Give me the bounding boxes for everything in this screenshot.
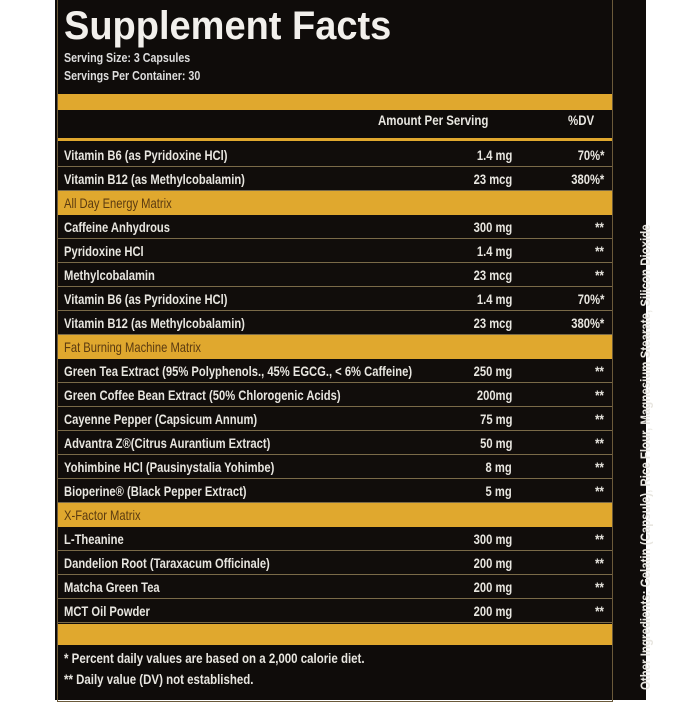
ingredient-dv: ** [595, 411, 604, 427]
ingredient-dv: ** [595, 459, 604, 475]
table-row: Methylcobalamin 23 mcg ** [58, 263, 612, 287]
table-row: Cayenne Pepper (Capsicum Annum) 75 mg ** [58, 407, 612, 431]
footnote-not-established: ** Daily value (DV) not established. [64, 671, 254, 687]
ingredient-name: Advantra Z®(Citrus Aurantium Extract) [64, 435, 271, 451]
ingredient-amount: 8 mg [485, 459, 512, 475]
ingredient-name: Vitamin B6 (as Pyridoxine HCl) [64, 147, 228, 163]
ingredient-name: Yohimbine HCl (Pausinystalia Yohimbe) [64, 459, 275, 475]
ingredient-amount: 1.4 mg [476, 147, 512, 163]
ingredient-dv: ** [595, 219, 604, 235]
table-row: Matcha Green Tea 200 mg ** [58, 575, 612, 599]
ingredient-amount: 300 mg [473, 219, 512, 235]
divider-bar-bottom [58, 624, 612, 645]
ingredient-dv: ** [595, 243, 604, 259]
ingredient-name: Dandelion Root (Taraxacum Officinale) [64, 555, 270, 571]
amount-header: Amount Per Serving [378, 112, 489, 128]
dv-header: %DV [568, 112, 595, 128]
header-rule [58, 138, 612, 141]
ingredient-dv: ** [595, 531, 604, 547]
ingredient-dv: 70%* [577, 291, 604, 307]
section-title: Fat Burning Machine Matrix [64, 339, 201, 355]
ingredient-name: MCT Oil Powder [64, 603, 150, 619]
ingredient-amount: 75 mg [479, 411, 512, 427]
ingredient-amount: 23 mcg [473, 267, 512, 283]
table-row: Green Tea Extract (95% Polyphenols., 45%… [58, 359, 612, 383]
table-row: Vitamin B6 (as Pyridoxine HCl) 1.4 mg 70%* [58, 287, 612, 311]
section-title: X-Factor Matrix [64, 507, 141, 523]
section-header: All Day Energy Matrix [58, 191, 612, 215]
page-title: Supplement Facts [64, 4, 392, 48]
table-row: Caffeine Anhydrous 300 mg ** [58, 215, 612, 239]
table-row: Green Coffee Bean Extract (50% Chlorogen… [58, 383, 612, 407]
ingredient-dv: ** [595, 483, 604, 499]
table-row: Pyridoxine HCl 1.4 mg ** [58, 239, 612, 263]
ingredient-amount: 200 mg [473, 579, 512, 595]
ingredient-name: Green Tea Extract (95% Polyphenols., 45%… [64, 363, 413, 379]
other-ingredients: Other Ingredients: Gelatin (Capsule), Ri… [637, 224, 653, 690]
ingredient-dv: 380%* [570, 171, 604, 187]
ingredient-name: Vitamin B12 (as Methylcobalamin) [64, 315, 245, 331]
ingredient-amount: 50 mg [479, 435, 512, 451]
ingredient-amount: 23 mcg [473, 171, 512, 187]
ingredient-amount: 250 mg [473, 363, 512, 379]
ingredient-name: Pyridoxine HCl [64, 243, 144, 259]
table-row: MCT Oil Powder 200 mg ** [58, 599, 612, 623]
ingredient-dv: ** [595, 387, 604, 403]
ingredient-dv: ** [595, 603, 604, 619]
divider-bar [58, 94, 612, 110]
table-row: Vitamin B12 (as Methylcobalamin) 23 mcg 38… [58, 311, 612, 335]
nutrient-table: Vitamin B6 (as Pyridoxine HCl) 1.4 mg 70%*… [58, 143, 612, 623]
ingredient-dv: 380%* [570, 315, 604, 331]
ingredient-amount: 1.4 mg [476, 243, 512, 259]
table-row: L-Theanine 300 mg ** [58, 527, 612, 551]
serving-size: Serving Size: 3 Capsules [64, 50, 191, 65]
ingredient-amount: 200mg [476, 387, 512, 403]
ingredient-dv: ** [595, 579, 604, 595]
ingredient-amount: 200 mg [473, 555, 512, 571]
table-row: Bioperine® (Black Pepper Extract) 5 mg ** [58, 479, 612, 503]
ingredient-amount: 200 mg [473, 603, 512, 619]
ingredient-dv: ** [595, 267, 604, 283]
ingredient-amount: 1.4 mg [476, 291, 512, 307]
ingredient-name: Vitamin B6 (as Pyridoxine HCl) [64, 291, 228, 307]
servings-per-container: Servings Per Container: 30 [64, 68, 201, 83]
table-row: Vitamin B6 (as Pyridoxine HCl) 1.4 mg 70%* [58, 143, 612, 167]
ingredient-name: Matcha Green Tea [64, 579, 160, 595]
ingredient-name: Methylcobalamin [64, 267, 155, 283]
ingredient-name: Vitamin B12 (as Methylcobalamin) [64, 171, 245, 187]
ingredient-amount: 5 mg [485, 483, 512, 499]
ingredient-name: Caffeine Anhydrous [64, 219, 170, 235]
table-row: Advantra Z®(Citrus Aurantium Extract) 50 … [58, 431, 612, 455]
table-row: Yohimbine HCl (Pausinystalia Yohimbe) 8 m… [58, 455, 612, 479]
section-header: X-Factor Matrix [58, 503, 612, 527]
ingredient-dv: ** [595, 363, 604, 379]
ingredient-dv: ** [595, 435, 604, 451]
ingredient-dv: ** [595, 555, 604, 571]
other-ingredients-strip: Other Ingredients: Gelatin (Capsule), Ri… [614, 0, 653, 700]
ingredient-name: Green Coffee Bean Extract (50% Chlorogen… [64, 387, 341, 403]
ingredient-name: L-Theanine [64, 531, 124, 547]
section-title: All Day Energy Matrix [64, 195, 172, 211]
footnote-dv: * Percent daily values are based on a 2,… [64, 650, 365, 666]
table-row: Dandelion Root (Taraxacum Officinale) 200… [58, 551, 612, 575]
ingredient-dv: 70%* [577, 147, 604, 163]
table-row: Vitamin B12 (as Methylcobalamin) 23 mcg 38… [58, 167, 612, 191]
ingredient-name: Bioperine® (Black Pepper Extract) [64, 483, 247, 499]
ingredient-amount: 300 mg [473, 531, 512, 547]
ingredient-amount: 23 mcg [473, 315, 512, 331]
section-header: Fat Burning Machine Matrix [58, 335, 612, 359]
ingredient-name: Cayenne Pepper (Capsicum Annum) [64, 411, 258, 427]
